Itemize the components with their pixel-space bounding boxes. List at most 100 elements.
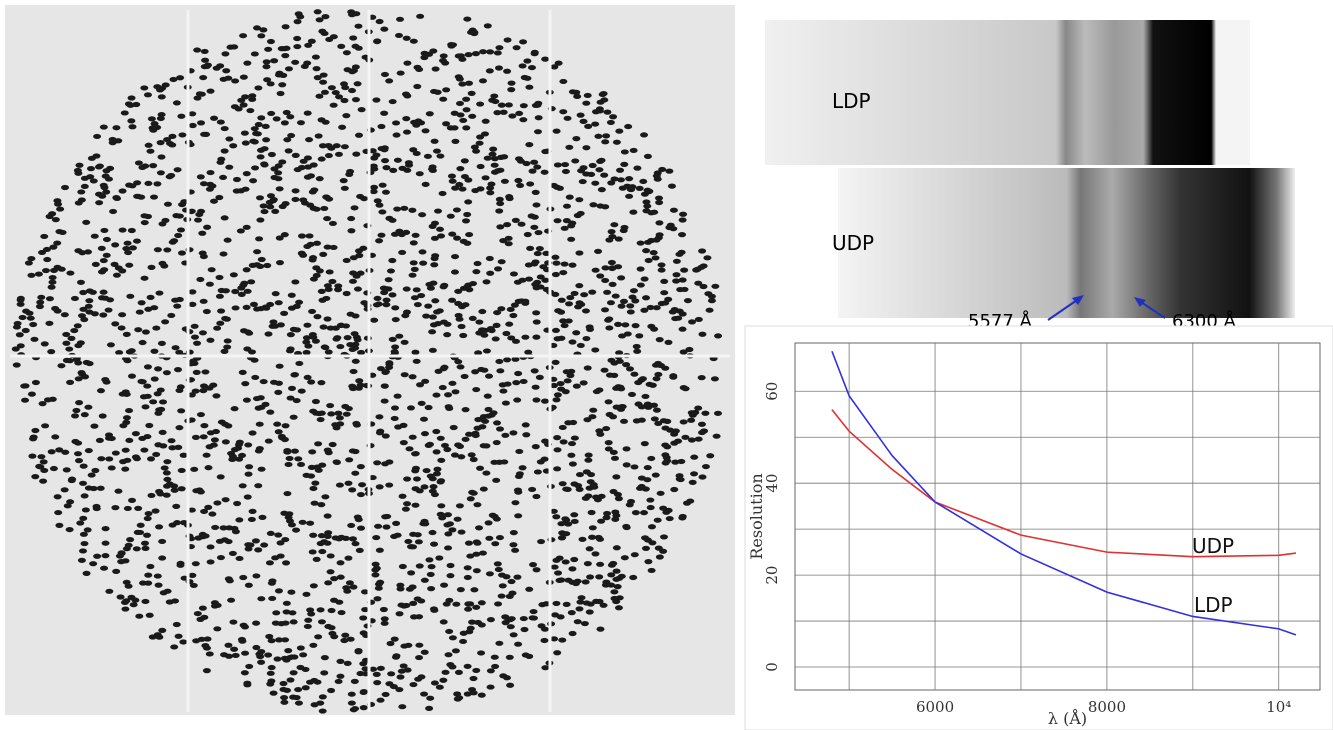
spot xyxy=(679,211,688,217)
spot xyxy=(260,208,269,215)
spot xyxy=(252,262,261,268)
spot xyxy=(302,335,311,341)
spot xyxy=(541,277,550,283)
spot xyxy=(491,663,500,670)
spot xyxy=(190,466,199,472)
spot xyxy=(453,691,462,697)
spot xyxy=(266,681,275,687)
spot xyxy=(84,303,93,309)
spot xyxy=(305,137,314,143)
arrowhead xyxy=(1072,295,1084,305)
spot xyxy=(372,302,381,308)
spot xyxy=(552,397,561,403)
spot xyxy=(240,130,249,136)
spot xyxy=(285,455,294,462)
spot xyxy=(392,520,401,526)
spot xyxy=(155,290,164,296)
spot xyxy=(70,327,79,334)
spot xyxy=(672,278,681,284)
spot xyxy=(467,452,476,458)
spot xyxy=(602,133,611,139)
spot xyxy=(145,612,154,618)
spot xyxy=(146,148,155,154)
spot xyxy=(282,600,291,606)
spot xyxy=(465,431,474,437)
spot xyxy=(531,189,540,195)
spot xyxy=(566,372,575,379)
spot xyxy=(371,567,380,573)
spot xyxy=(403,501,412,507)
series-label: UDP xyxy=(1192,534,1234,558)
spot xyxy=(168,142,177,148)
spot xyxy=(275,186,284,192)
spot xyxy=(607,572,616,578)
spot xyxy=(565,194,574,200)
spot xyxy=(380,110,389,116)
spot xyxy=(488,151,497,157)
spot xyxy=(291,196,300,203)
spot xyxy=(466,496,475,502)
spot xyxy=(614,605,623,611)
spot xyxy=(266,204,275,210)
spot xyxy=(192,369,201,375)
spot xyxy=(402,309,411,315)
spot xyxy=(492,439,501,446)
spot xyxy=(481,118,490,124)
spot xyxy=(415,171,424,177)
spot xyxy=(236,228,245,234)
spot xyxy=(452,207,461,213)
spot xyxy=(448,635,457,641)
spot xyxy=(601,265,610,271)
spot xyxy=(626,309,635,315)
spot xyxy=(312,265,321,271)
spot xyxy=(655,337,664,343)
spot xyxy=(160,263,169,269)
spot xyxy=(53,240,62,246)
spot xyxy=(426,571,435,578)
spot xyxy=(257,648,266,655)
spot xyxy=(342,113,351,119)
spot xyxy=(143,515,152,522)
spot xyxy=(428,314,437,320)
spot xyxy=(320,89,329,95)
spot xyxy=(431,253,440,259)
spot xyxy=(398,563,407,570)
spot xyxy=(680,267,689,273)
spot xyxy=(403,167,412,173)
spot xyxy=(661,365,670,371)
spot xyxy=(405,446,414,452)
spot xyxy=(580,620,589,627)
spot xyxy=(533,469,542,475)
spot xyxy=(408,374,417,380)
spot xyxy=(170,644,179,650)
spot xyxy=(586,601,595,607)
spot xyxy=(309,334,318,340)
strip-label: UDP xyxy=(832,231,874,255)
spot xyxy=(63,503,72,509)
spot xyxy=(290,372,299,378)
spot xyxy=(36,299,45,305)
spot xyxy=(280,232,289,238)
spot xyxy=(430,220,439,226)
spot xyxy=(594,248,603,254)
spot xyxy=(274,429,283,435)
spot xyxy=(323,215,332,222)
spot xyxy=(79,306,88,312)
spot xyxy=(439,619,448,625)
spot xyxy=(356,193,365,200)
spot xyxy=(294,700,303,706)
spot xyxy=(625,176,634,182)
spot xyxy=(303,322,312,328)
spot xyxy=(174,367,183,373)
spot xyxy=(157,94,166,100)
spot xyxy=(694,436,703,442)
spot xyxy=(86,174,95,180)
spot xyxy=(464,282,473,288)
spot xyxy=(525,586,534,592)
spot xyxy=(588,534,597,540)
spot xyxy=(280,510,289,516)
spot xyxy=(564,521,573,527)
spot xyxy=(74,170,83,176)
spot xyxy=(703,255,712,261)
